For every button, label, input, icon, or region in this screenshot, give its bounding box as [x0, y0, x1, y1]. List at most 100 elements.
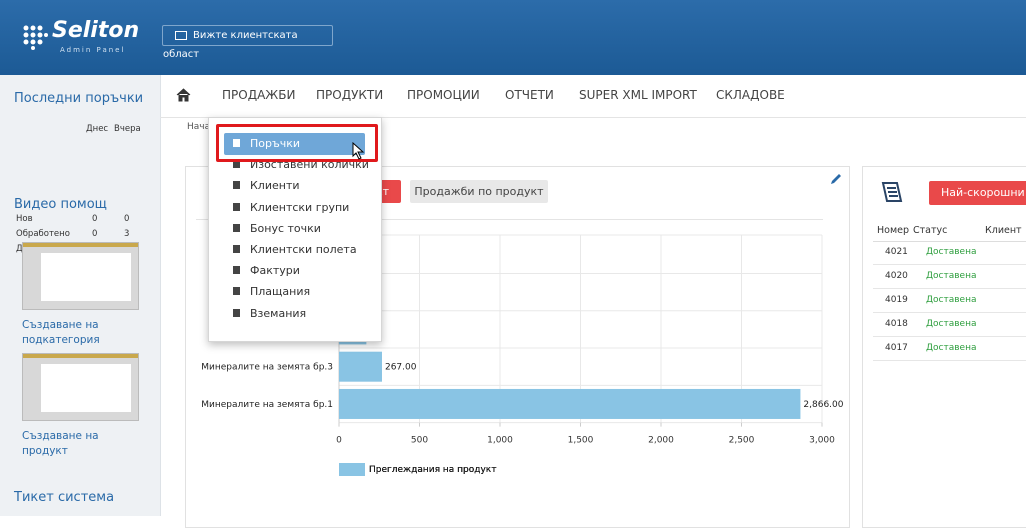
legend-label: Преглеждания на продукт — [369, 465, 496, 475]
menu-item[interactable]: Клиенти — [225, 176, 300, 196]
video-link[interactable]: Създаване на подкатегория — [22, 318, 100, 348]
menu-icon — [233, 223, 240, 232]
x-tick-label: 2,000 — [648, 436, 674, 446]
menu-icon — [233, 202, 240, 211]
menu-icon — [233, 287, 240, 296]
row-label: Нов — [16, 214, 33, 224]
nav-item[interactable]: СКЛАДОВЕ — [716, 88, 785, 102]
logo-sub: Admin Panel — [60, 46, 126, 54]
menu-icon — [233, 139, 240, 147]
menu-item[interactable]: Поръчки — [225, 134, 300, 154]
x-tick-label: 1,500 — [568, 436, 594, 446]
bar — [339, 351, 382, 382]
client-area-button[interactable]: Вижте клиентската област — [162, 25, 333, 60]
menu-icon — [233, 181, 240, 190]
row-label: Обработено — [16, 229, 70, 239]
menu-icon — [233, 160, 240, 169]
column-header: Днес — [86, 124, 109, 134]
row-divider — [873, 360, 1026, 361]
monitor-icon — [175, 31, 187, 40]
legend-label: Преглеждания на продукт — [369, 465, 496, 475]
column-header: Номер — [877, 225, 909, 236]
legend-label: Преглеждания на продукт — [369, 465, 496, 475]
video-title: Създаване на — [22, 430, 99, 442]
nav-divider — [160, 117, 1026, 118]
button-label: Вижте клиентската област — [163, 30, 298, 60]
y-tick-label: Минералите на земята бр.3 — [201, 363, 333, 373]
order-number[interactable]: 4021 — [885, 247, 908, 257]
cell: 0 — [92, 229, 98, 239]
column-header: Статус — [913, 225, 948, 236]
row-divider — [873, 288, 1026, 289]
recent-button[interactable]: Най-скорошни п — [929, 181, 1026, 205]
menu-label: Бонус точки — [250, 221, 321, 235]
menu-icon — [233, 245, 240, 253]
video-link[interactable]: Създаване на продукт — [22, 429, 99, 459]
menu-icon — [233, 266, 240, 275]
order-number[interactable]: 4019 — [885, 295, 908, 305]
menu-item[interactable]: Клиентски групи — [225, 198, 349, 218]
recent-panel — [862, 166, 1026, 528]
menu-label: Фактури — [250, 264, 300, 278]
x-tick-label: 2,500 — [729, 436, 755, 446]
logo-icon — [23, 25, 48, 50]
breadcrumb: Нача — [187, 122, 211, 132]
menu-item[interactable]: Бонус точки — [225, 219, 321, 239]
legend-swatch — [339, 463, 365, 476]
order-status: Доставена — [926, 343, 977, 353]
menu-item[interactable]: Вземания — [225, 304, 306, 324]
order-number[interactable]: 4018 — [885, 319, 908, 329]
menu-icon — [233, 308, 240, 317]
nav-item[interactable]: ПРОДАЖБИ — [222, 88, 296, 102]
order-number[interactable]: 4017 — [885, 343, 908, 353]
x-tick-label: 1,000 — [487, 436, 513, 446]
menu-label: Плащания — [250, 285, 311, 299]
x-tick-label: 0 — [336, 436, 342, 446]
menu-highlight — [224, 133, 365, 155]
legend-label: Преглеждания на продукт — [369, 465, 496, 475]
order-number[interactable]: 4020 — [885, 271, 908, 281]
nav-item[interactable]: ПРОДУКТИ — [316, 88, 384, 102]
menu-label: Клиентски полета — [250, 243, 357, 256]
edit-icon[interactable] — [829, 172, 843, 186]
nav-item[interactable]: SUPER XML IMPORT — [579, 88, 697, 102]
order-status: Доставена — [926, 295, 977, 305]
column-header: Вчера — [114, 124, 141, 134]
panel-divider — [196, 219, 823, 220]
header: Seliton Admin Panel Вижте клиентската об… — [0, 0, 1026, 75]
value-label: 267.00 — [385, 363, 417, 373]
video-title: подкатегория — [22, 334, 100, 346]
menu-label: Клиенти — [250, 179, 300, 193]
x-tick-label: 500 — [411, 436, 428, 446]
cell: 0 — [124, 214, 130, 224]
cell: 3 — [124, 229, 130, 239]
section-title: Видео помощ — [14, 197, 107, 212]
home-icon[interactable] — [176, 88, 191, 102]
video-title: Създаване на — [22, 319, 99, 331]
video-thumbnail[interactable] — [22, 353, 139, 421]
video-thumbnail[interactable] — [22, 242, 139, 310]
row-divider — [873, 336, 1026, 337]
order-status: Доставена — [926, 271, 977, 281]
menu-item[interactable]: Фактури — [225, 261, 300, 281]
highlight-box — [216, 124, 378, 162]
menu-item[interactable]: Клиентски полета — [225, 240, 357, 260]
x-tick-label: 3,000 — [809, 436, 835, 446]
row-divider — [873, 264, 1026, 265]
section-title: Тикет система — [14, 490, 115, 505]
column-header: Клиент — [985, 225, 1022, 236]
cell: 0 — [92, 214, 98, 224]
bar — [339, 388, 801, 419]
order-status: Доставена — [926, 247, 977, 257]
menu-item[interactable]: Плащания — [225, 282, 310, 302]
nav-item[interactable]: ПРОМОЦИИ — [407, 88, 480, 102]
tab-button[interactable]: Продажби по продукт — [410, 180, 548, 203]
nav-item[interactable]: ОТЧЕТИ — [505, 88, 554, 102]
order-status: Доставена — [926, 319, 977, 329]
list-icon — [881, 182, 903, 202]
dropdown-menu: Поръчки Изоставени колички Клиенти Клиентск… — [208, 117, 382, 342]
y-tick-label: Минералите на земята бр.1 — [201, 400, 333, 410]
logo: Seliton — [52, 18, 140, 43]
menu-label: Клиентски групи — [250, 200, 350, 214]
